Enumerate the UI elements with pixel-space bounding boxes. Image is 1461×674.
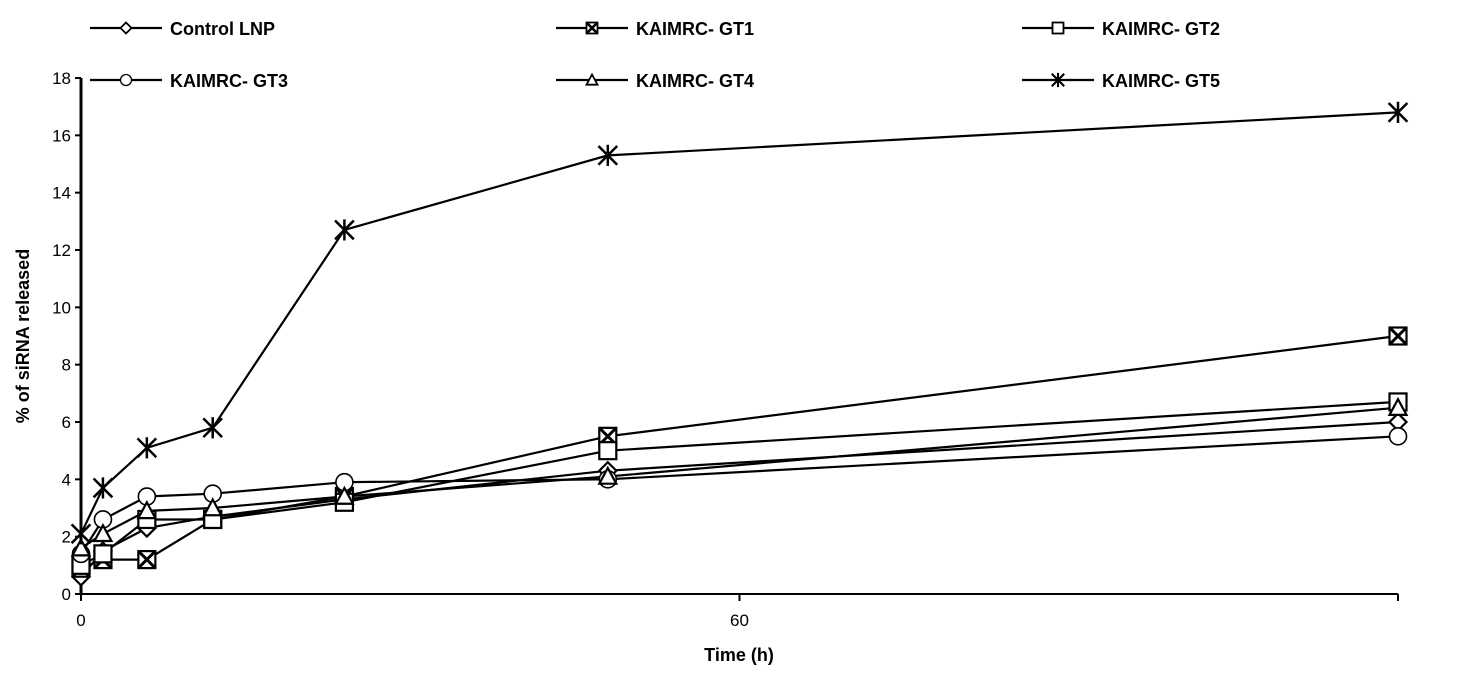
y-tick-label: 2: [62, 528, 71, 547]
y-tick-label: 6: [62, 413, 71, 432]
series-line-4: [80, 435, 1399, 555]
legend-label: KAIMRC- GT1: [636, 19, 754, 39]
legend: Control LNP KAIMRC- GT1 KAIMRC- GT2 KAIMRC-…: [90, 19, 1220, 91]
data-point: [136, 437, 158, 459]
axes: [79, 78, 1398, 595]
data-point: [92, 522, 114, 543]
legend-marker: [119, 73, 133, 87]
data-point: [1388, 326, 1408, 346]
series-markers: [70, 101, 1409, 587]
data-point: [93, 544, 113, 564]
y-tick-label: 4: [62, 470, 71, 489]
data-point: [597, 465, 619, 485]
legend-marker: [584, 72, 600, 86]
data-point: [136, 500, 158, 520]
legend-marker: [1051, 21, 1065, 35]
series-line-2: [80, 334, 1399, 570]
legend-item: KAIMRC- GT1: [556, 19, 754, 39]
data-point: [92, 477, 114, 499]
series-line-6: [80, 111, 1399, 535]
y-ticks: 0 2 4 6 8 10 12 14 16 18: [52, 69, 81, 604]
data-point: [334, 485, 355, 505]
data-point: [70, 537, 92, 557]
legend-marker: [1051, 72, 1065, 88]
x-axis-title: Time (h): [704, 645, 774, 665]
y-axis-title: % of siRNA released: [13, 249, 33, 423]
y-tick-label: 10: [52, 298, 71, 317]
legend-label: Control LNP: [170, 19, 275, 39]
series-line-5: [80, 406, 1399, 550]
x-tick-label: 60: [730, 611, 749, 630]
legend-marker: [585, 21, 599, 35]
series-line-3: [80, 400, 1399, 567]
data-point: [1387, 396, 1409, 416]
data-point: [1387, 101, 1409, 123]
y-tick-label: 12: [52, 241, 71, 260]
data-point: [1388, 427, 1408, 446]
data-point: [597, 144, 619, 166]
legend-item: KAIMRC- GT5: [1022, 71, 1220, 91]
legend-item: KAIMRC- GT3: [90, 71, 288, 91]
y-tick-label: 16: [52, 126, 71, 145]
legend-item: Control LNP: [90, 19, 275, 39]
legend-label: KAIMRC- GT5: [1102, 71, 1220, 91]
legend-marker: [119, 21, 133, 35]
legend-label: KAIMRC- GT4: [636, 71, 754, 91]
x-ticks: 0 60: [76, 594, 1399, 630]
x-tick-label: 0: [76, 611, 85, 630]
y-tick-label: 18: [52, 69, 71, 88]
data-point: [202, 417, 223, 439]
data-point: [334, 219, 355, 241]
data-point: [598, 441, 618, 461]
legend-label: KAIMRC- GT2: [1102, 19, 1220, 39]
data-point: [137, 549, 157, 570]
legend-label: KAIMRC- GT3: [170, 71, 288, 91]
series-lines: [80, 111, 1399, 578]
y-tick-label: 14: [52, 184, 71, 203]
legend-item: KAIMRC- GT2: [1022, 19, 1220, 39]
series-line-1: [80, 420, 1399, 578]
data-point: [202, 497, 224, 517]
y-tick-label: 8: [62, 356, 71, 375]
legend-item: KAIMRC- GT4: [556, 71, 754, 91]
data-point: [70, 523, 92, 545]
y-tick-label: 0: [62, 585, 71, 604]
